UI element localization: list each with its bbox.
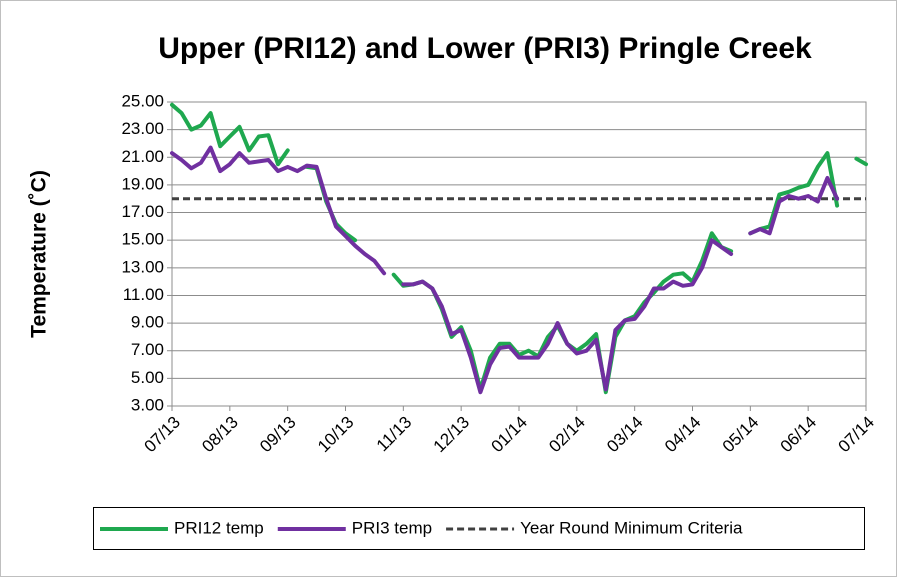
y-tick-label: 25.00 bbox=[121, 91, 164, 110]
y-tick-label: 23.00 bbox=[121, 119, 164, 138]
legend-label: PRI3 temp bbox=[352, 518, 432, 537]
y-tick-label: 7.00 bbox=[131, 340, 164, 359]
line-series bbox=[170, 145, 840, 395]
y-axis-label: Temperature (˚C) bbox=[28, 170, 51, 338]
y-tick-label: 5.00 bbox=[131, 368, 164, 387]
y-tick-label: 15.00 bbox=[121, 230, 164, 249]
y-tick-label: 3.00 bbox=[131, 395, 164, 414]
y-tick-label: 13.00 bbox=[121, 257, 164, 276]
chart-title: Upper (PRI12) and Lower (PRI3) Pringle C… bbox=[158, 32, 812, 65]
y-tick-label: 19.00 bbox=[121, 174, 164, 193]
y-tick-label: 11.00 bbox=[123, 285, 164, 304]
y-tick-label: 9.00 bbox=[131, 313, 164, 332]
y-tick-label: 17.00 bbox=[121, 202, 164, 221]
legend-box bbox=[93, 507, 865, 550]
y-tick-label: 21.00 bbox=[121, 147, 164, 166]
legend-label: PRI12 temp bbox=[174, 518, 264, 537]
legend-label: Year Round Minimum Criteria bbox=[520, 518, 743, 537]
